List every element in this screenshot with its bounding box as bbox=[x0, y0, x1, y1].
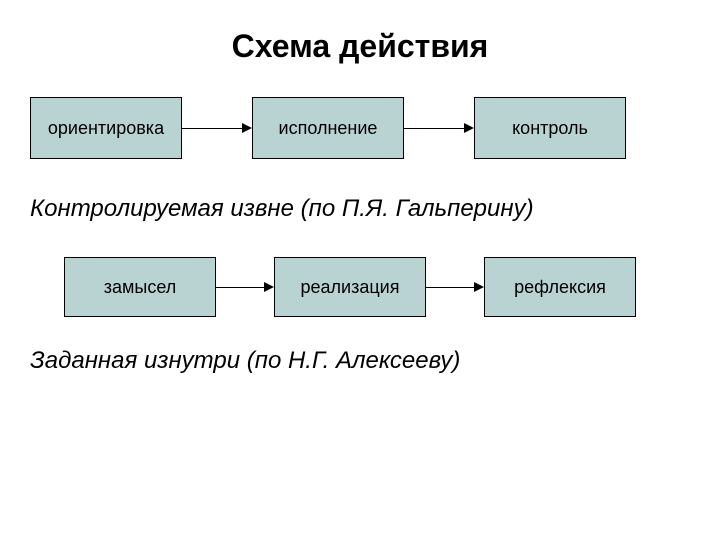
arrow bbox=[216, 282, 274, 292]
page-title: Схема действия bbox=[0, 0, 720, 75]
arrow bbox=[182, 123, 252, 133]
box-label: ориентировка bbox=[48, 118, 164, 139]
box-realizatsiya: реализация bbox=[274, 257, 426, 317]
arrow bbox=[426, 282, 484, 292]
box-label: замысел bbox=[104, 277, 177, 298]
box-zamysel: замысел bbox=[64, 257, 216, 317]
box-kontrol: контроль bbox=[474, 97, 626, 159]
box-label: реализация bbox=[301, 277, 400, 298]
box-label: исполнение bbox=[279, 118, 378, 139]
flow-row-1: ориентировка исполнение контроль bbox=[30, 97, 720, 159]
box-ispolnenie: исполнение bbox=[252, 97, 404, 159]
caption-alekseev: Заданная изнутри (по Н.Г. Алексееву) bbox=[30, 347, 720, 375]
flow-row-2: замысел реализация рефлексия bbox=[64, 257, 720, 317]
box-refleksiya: рефлексия bbox=[484, 257, 636, 317]
box-label: рефлексия bbox=[514, 277, 606, 298]
caption-galperin: Контролируемая извне (по П.Я. Гальперину… bbox=[30, 195, 720, 223]
arrow bbox=[404, 123, 474, 133]
box-orientirovka: ориентировка bbox=[30, 97, 182, 159]
box-label: контроль bbox=[512, 118, 588, 139]
